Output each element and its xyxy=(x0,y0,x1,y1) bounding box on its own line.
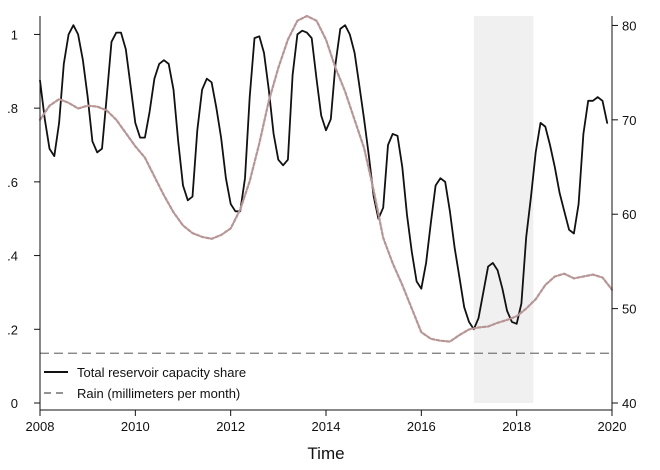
y-left-tick-label: .4 xyxy=(7,249,18,264)
y-left-tick-label: .6 xyxy=(7,175,18,190)
y-right-tick-label: 40 xyxy=(622,396,636,411)
x-tick-label: 2014 xyxy=(312,419,341,434)
x-tick-label: 2008 xyxy=(26,419,55,434)
x-tick-label: 2012 xyxy=(216,419,245,434)
legend-label-rain: Rain (millimeters per month) xyxy=(77,386,240,401)
y-right-tick-label: 50 xyxy=(622,302,636,317)
legend-label-reservoir: Total reservoir capacity share xyxy=(77,365,246,380)
y-right-tick-label: 60 xyxy=(622,207,636,222)
y-left-tick-label: .8 xyxy=(7,101,18,116)
x-axis-title: Time xyxy=(307,444,344,463)
x-tick-label: 2010 xyxy=(121,419,150,434)
x-tick-label: 2016 xyxy=(407,419,436,434)
rain-series-line xyxy=(38,14,614,343)
reservoir-series-line xyxy=(39,24,609,331)
series-layer xyxy=(38,14,614,343)
x-tick-label: 2020 xyxy=(598,419,627,434)
y-left-tick-label: .2 xyxy=(7,322,18,337)
y-right-tick-label: 80 xyxy=(622,18,636,33)
y-left-tick-label: 1 xyxy=(11,27,18,42)
y-right-tick-label: 70 xyxy=(622,113,636,128)
shaded-period xyxy=(473,16,534,403)
tick-layer: 2008 2010 2012 2014 2016 2018 2020 0 .2 .4 .6 .8 1 40… xyxy=(7,18,636,434)
y-left-tick-label: 0 xyxy=(11,396,18,411)
x-tick-label: 2018 xyxy=(502,419,531,434)
legend: Total reservoir capacity share Rain (mil… xyxy=(44,365,246,401)
